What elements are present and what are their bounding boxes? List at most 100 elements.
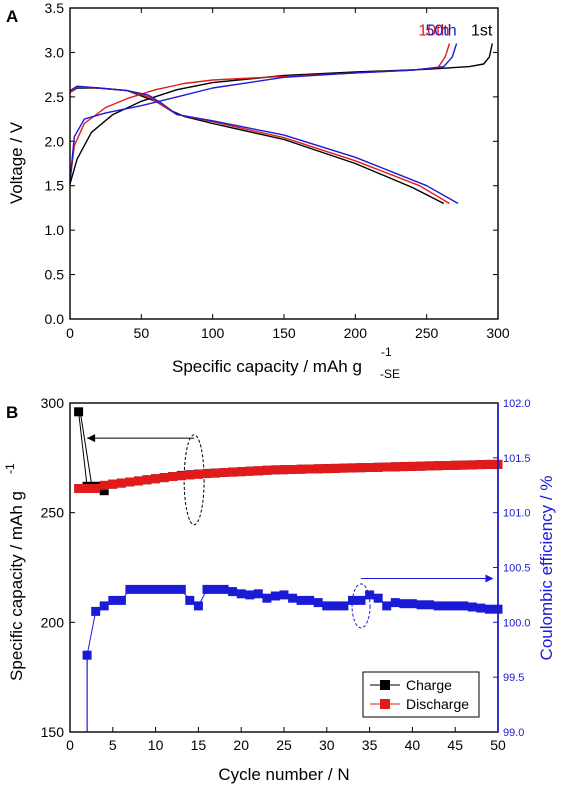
marker-efficiency <box>322 601 332 611</box>
efficiency-arrow-head <box>485 574 494 583</box>
series-label-50th: 50th <box>425 23 456 40</box>
series-50th-charge-line <box>69 43 458 182</box>
marker-discharge <box>236 467 246 477</box>
marker-discharge <box>399 462 409 472</box>
marker-discharge <box>176 471 186 481</box>
marker-efficiency <box>442 601 452 611</box>
marker-efficiency <box>193 601 203 611</box>
panel-b-left-axis-title-sup: -1 <box>3 463 17 474</box>
marker-efficiency <box>168 584 178 594</box>
a-ytick-label: 2.0 <box>45 133 65 149</box>
marker-efficiency <box>116 595 126 605</box>
marker-discharge <box>253 466 263 476</box>
a-ytick-label: 1.0 <box>45 222 65 238</box>
legend-charge-label: Charge <box>406 677 452 693</box>
marker-efficiency <box>339 601 349 611</box>
a-ytick-label: 3.0 <box>45 44 65 60</box>
marker-efficiency <box>82 650 92 660</box>
marker-efficiency <box>176 584 186 594</box>
b-ytick-right-label: 99.5 <box>503 672 524 684</box>
marker-efficiency <box>279 590 289 600</box>
marker-discharge <box>476 460 486 470</box>
series-label-10th: 10th <box>418 23 449 40</box>
b-xtick-label: 45 <box>447 737 463 753</box>
panel-b-x-axis-title: Cycle number / N <box>218 765 349 784</box>
marker-discharge <box>159 473 169 483</box>
panel-b-left-axis-title: Specific capacity / mAh g -1 <box>3 463 26 681</box>
marker-discharge <box>270 465 280 475</box>
b-xtick-label: 25 <box>276 737 292 753</box>
marker-discharge <box>484 459 494 469</box>
marker-discharge <box>91 484 101 493</box>
marker-discharge <box>228 467 238 477</box>
series-1st-charge-line <box>69 43 493 185</box>
marker-discharge <box>211 468 220 478</box>
panel-b-right-axis-title: Coulombic efficiency / % <box>537 476 556 661</box>
marker-efficiency <box>484 604 494 614</box>
marker-efficiency <box>296 595 306 605</box>
panel-a-plot-frame <box>69 7 499 320</box>
efficiency-group-ellipse <box>351 583 371 629</box>
marker-efficiency <box>211 584 220 594</box>
marker-efficiency <box>467 602 477 612</box>
marker-discharge <box>279 465 289 475</box>
marker-efficiency <box>91 606 101 616</box>
marker-discharge <box>99 480 109 490</box>
legend-discharge-marker <box>380 699 390 709</box>
b-ytick-right-label: 101.5 <box>503 453 531 465</box>
a-ytick-label: 0.0 <box>45 311 65 327</box>
marker-efficiency <box>348 595 357 605</box>
marker-discharge <box>185 470 195 480</box>
marker-discharge <box>288 465 298 474</box>
marker-efficiency <box>185 595 195 605</box>
panel-b: B 0 5 10 15 20 25 30 35 40 45 50 150 200 250 300 99.0 99… <box>3 395 556 784</box>
b-ytick-left-label: 250 <box>41 505 65 521</box>
marker-efficiency <box>459 601 469 611</box>
marker-efficiency <box>356 595 366 605</box>
b-xtick-label: 15 <box>191 737 207 753</box>
marker-discharge <box>262 465 272 475</box>
marker-discharge <box>168 472 178 481</box>
marker-discharge <box>296 464 306 474</box>
marker-efficiency <box>288 593 298 603</box>
marker-discharge <box>305 464 315 474</box>
marker-discharge <box>356 463 366 473</box>
a-xtick-label: 300 <box>486 325 510 341</box>
a-ytick-label: 2.5 <box>45 89 65 105</box>
marker-discharge <box>467 460 477 470</box>
marker-efficiency <box>236 589 246 599</box>
b-ytick-right-label: 100.0 <box>503 617 531 629</box>
marker-discharge <box>193 469 203 479</box>
panel-b-label: B <box>6 403 18 422</box>
marker-efficiency <box>245 590 255 600</box>
marker-discharge <box>245 466 255 476</box>
marker-efficiency <box>476 603 486 613</box>
series-label-1st: 1st <box>471 23 493 40</box>
marker-discharge <box>330 463 340 473</box>
marker-discharge <box>313 464 323 474</box>
panel-a-x-axis-title-sub: -SE <box>380 367 400 381</box>
marker-efficiency <box>390 598 400 608</box>
b-ytick-left-label: 200 <box>41 614 65 630</box>
b-ytick-right-label: 101.0 <box>503 508 531 520</box>
panel-a-x-axis-title: Specific capacity / mAh g -1 -SE <box>172 345 400 381</box>
panel-b-left-axis-title-main: Specific capacity / mAh g <box>7 491 26 681</box>
b-xtick-label: 10 <box>148 737 164 753</box>
marker-discharge <box>433 461 443 471</box>
first-cycle-connector <box>79 411 93 489</box>
b-ytick-right-label: 102.0 <box>503 398 531 410</box>
series-50th-discharge-line <box>69 85 459 205</box>
a-xtick-label: 200 <box>344 325 368 341</box>
panel-a-y-axis-title: Voltage / V <box>7 121 26 204</box>
marker-discharge <box>365 463 375 472</box>
marker-discharge <box>134 476 143 486</box>
marker-discharge <box>442 461 452 470</box>
marker-discharge <box>202 469 212 479</box>
marker-charge <box>74 407 84 417</box>
panel-b-legend: Charge Discharge <box>362 671 480 718</box>
panel-a-label: A <box>6 7 18 26</box>
marker-efficiency <box>450 601 460 611</box>
b-xtick-label: 0 <box>66 737 74 753</box>
marker-efficiency <box>219 584 229 594</box>
